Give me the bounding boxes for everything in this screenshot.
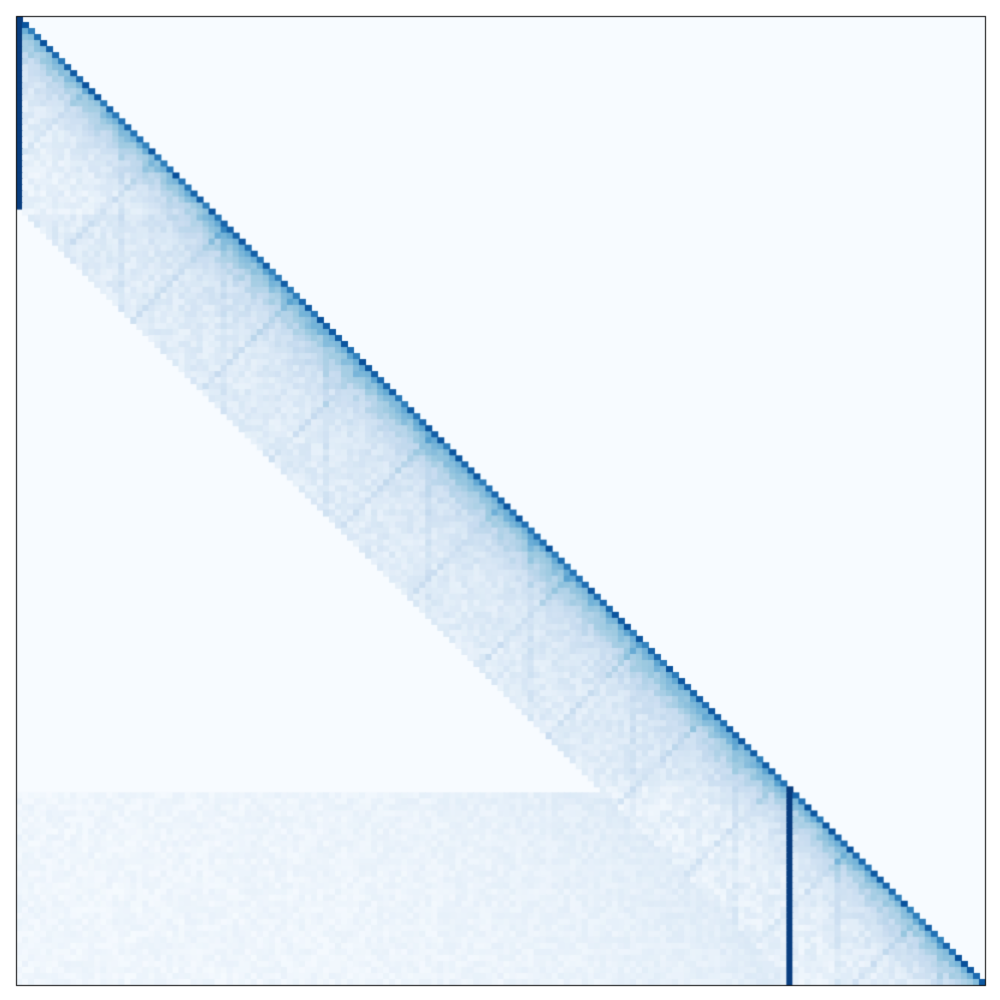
attention-heatmap	[0, 0, 1000, 1000]
